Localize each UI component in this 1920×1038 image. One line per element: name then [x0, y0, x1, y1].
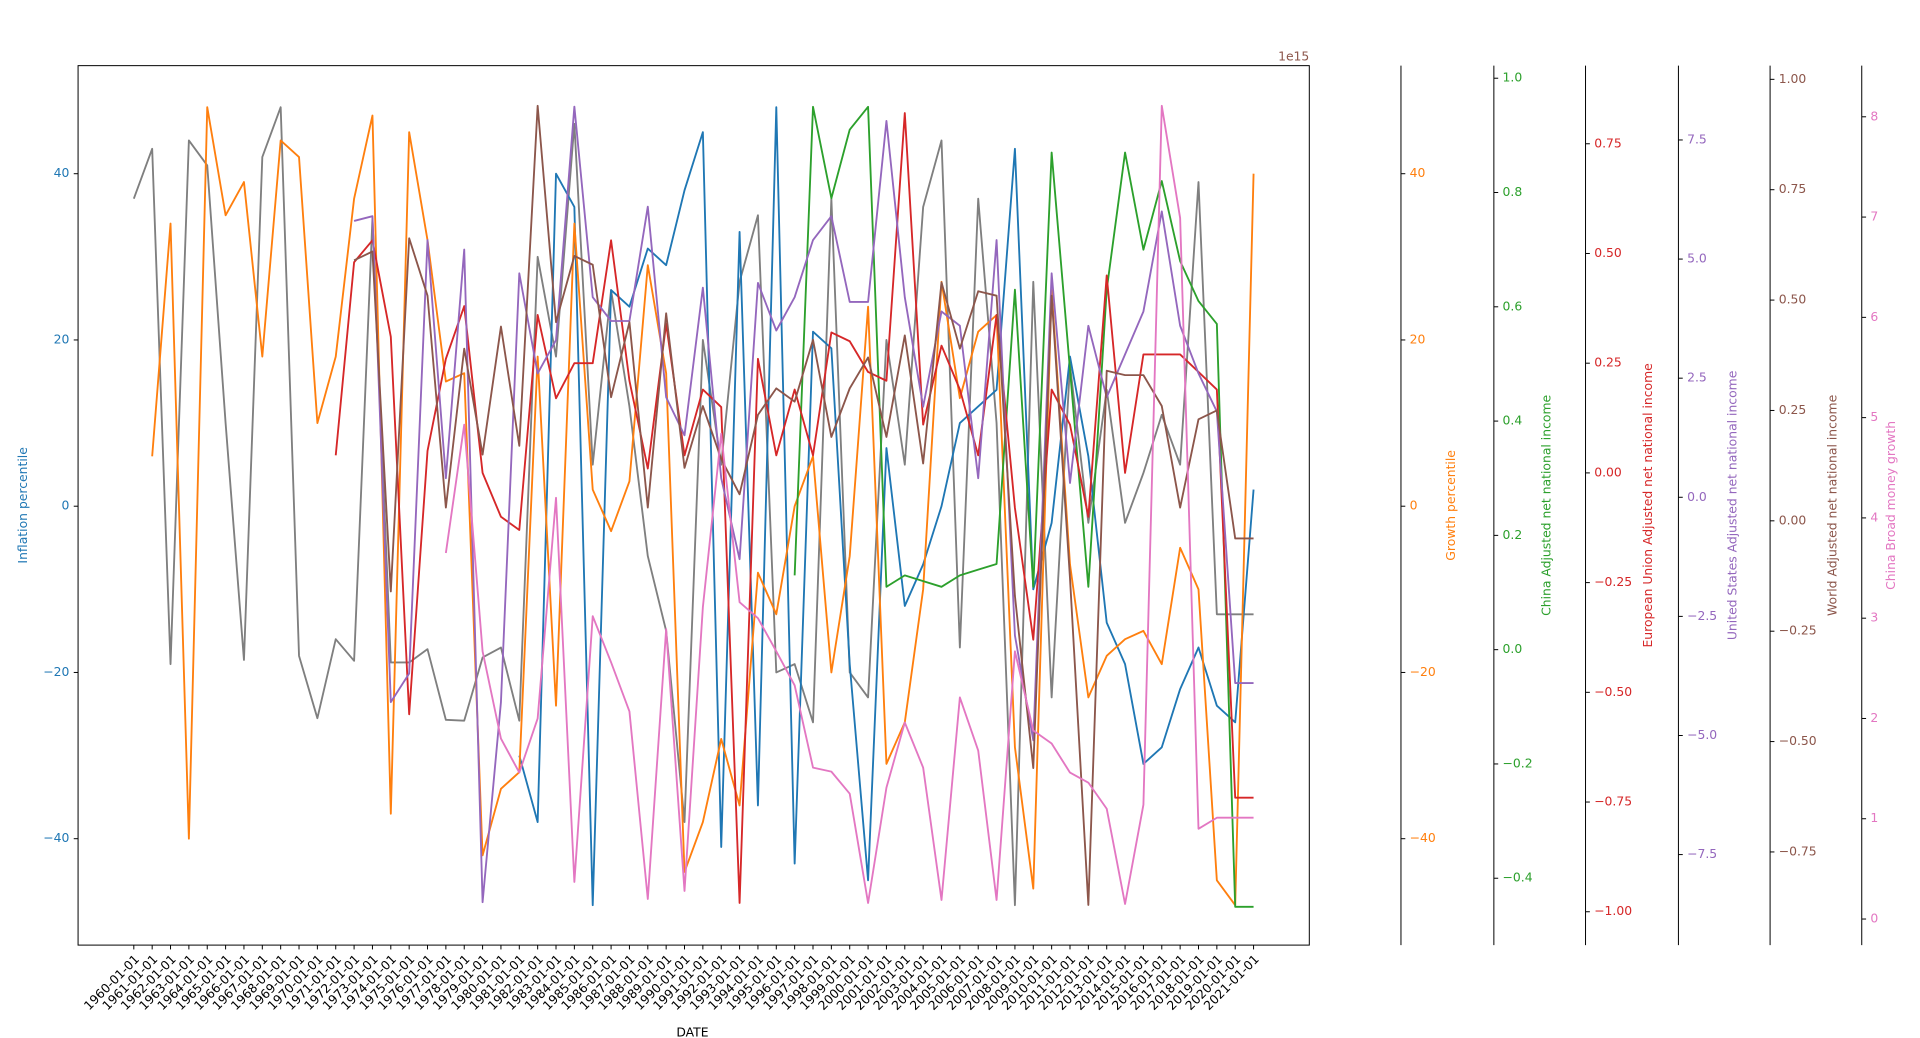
y-tick-label: −0.25	[1779, 624, 1817, 638]
y-tick-label: −20	[1410, 665, 1436, 679]
y-tick-label: −0.75	[1779, 844, 1817, 858]
y-tick-label: −2.5	[1687, 609, 1717, 623]
y-axis-label: China Broad money growth	[1884, 421, 1898, 590]
y-tick-label: 0.00	[1594, 465, 1622, 479]
y-tick-label: 2	[1870, 711, 1878, 725]
y-tick-label: 1.0	[1503, 71, 1523, 85]
y-axis-label: European Union Adjusted net national inc…	[1641, 363, 1655, 647]
y-tick-label: −0.25	[1594, 575, 1632, 589]
y-tick-label: −0.75	[1594, 795, 1632, 809]
plot-frame	[77, 65, 1310, 946]
y-tick-label: −0.50	[1594, 685, 1632, 699]
y-tick-label: 5.0	[1687, 252, 1707, 266]
offset-text: 1e15	[1278, 49, 1309, 63]
y-tick-label: 0.6	[1503, 299, 1523, 313]
series-line	[353, 104, 1254, 906]
y-tick-label: 40	[1410, 166, 1426, 180]
y-tick-label: 0.25	[1594, 356, 1622, 370]
y-tick-label: 0.25	[1779, 403, 1807, 417]
y-axis-label: World Adjusted net national income	[1826, 395, 1840, 616]
y-tick-label: −0.4	[1503, 871, 1533, 885]
y-tick-label: 5	[1870, 410, 1878, 424]
y-tick-label: 4	[1870, 510, 1878, 524]
y-tick-label: −40	[43, 831, 69, 845]
y-tick-label: 0.75	[1779, 182, 1807, 196]
y-tick-label: 6	[1870, 310, 1878, 324]
y-axis-label: Growth percentile	[1444, 450, 1458, 561]
y-tick-label: 1.00	[1779, 72, 1807, 86]
y-tick-label: 0.2	[1503, 528, 1523, 542]
y-tick-label: 0.00	[1779, 513, 1807, 527]
y-tick-label: 1	[1870, 811, 1878, 825]
y-tick-label: 3	[1870, 611, 1878, 625]
y-tick-label: 0.0	[1687, 490, 1707, 504]
x-axis-label: DATE	[676, 1026, 708, 1038]
y-tick-label: 40	[54, 166, 70, 180]
y-tick-label: 20	[1410, 332, 1426, 346]
y-tick-label: −20	[43, 665, 69, 679]
y-tick-label: −0.2	[1503, 756, 1533, 770]
y-tick-label: 8	[1870, 109, 1878, 123]
y-tick-label: 0.75	[1594, 136, 1622, 150]
y-tick-label: −0.50	[1779, 734, 1817, 748]
y-tick-label: 20	[54, 332, 70, 346]
series-line	[444, 104, 1254, 905]
y-tick-label: 0	[1870, 912, 1878, 926]
y-axis-label: United States Adjusted net national inco…	[1725, 371, 1739, 640]
y-tick-label: 2.5	[1687, 371, 1707, 385]
y-tick-label: 0.0	[1503, 642, 1523, 656]
y-tick-label: −7.5	[1687, 847, 1717, 861]
y-axis-label: China Adjusted net national income	[1540, 395, 1554, 616]
y-tick-label: 0.50	[1779, 293, 1807, 307]
series-line	[334, 112, 1254, 904]
y-tick-label: −1.00	[1594, 904, 1632, 918]
y-axis-label: Inflation percentile	[16, 447, 30, 563]
y-tick-label: 0.8	[1503, 185, 1523, 199]
y-tick-label: 7.5	[1687, 132, 1707, 146]
series-line	[518, 106, 1255, 907]
series-line	[793, 105, 1254, 908]
y-tick-label: −40	[1410, 831, 1436, 845]
y-tick-label: 0.50	[1594, 246, 1622, 260]
y-tick-label: −5.0	[1687, 728, 1717, 742]
y-tick-label: 0	[62, 499, 70, 513]
y-tick-label: 0.4	[1503, 414, 1523, 428]
y-tick-label: 0	[1410, 499, 1418, 513]
series-line	[353, 105, 1254, 904]
y-tick-label: 7	[1870, 210, 1878, 224]
